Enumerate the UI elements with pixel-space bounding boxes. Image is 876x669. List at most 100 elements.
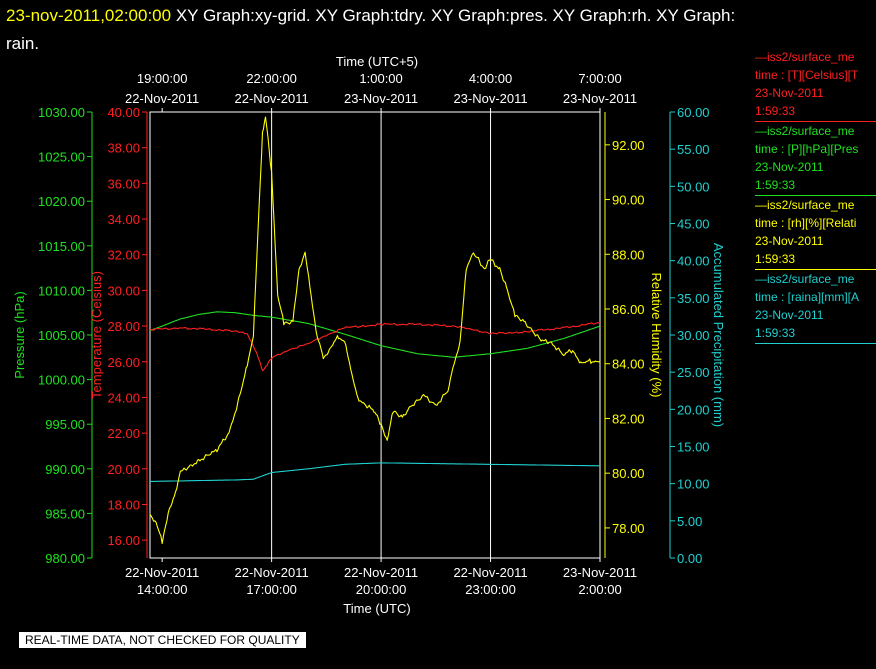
temperature-tick-label: 16.00 [107,533,140,548]
legend-line: 1:59:33 [755,178,796,192]
pressure-tick-label: 1020.00 [38,194,85,209]
temperature-tick-label: 40.00 [107,105,140,120]
legend-line: —iss2/surface_me [755,272,855,286]
x-top-tick-time: 4:00:00 [469,71,512,86]
x-top-tick-date: 22-Nov-2011 [125,91,199,106]
humidity-tick-label: 78.00 [612,521,645,536]
legend-line: 23-Nov-2011 [755,160,824,174]
graph-header: 23-nov-2011,02:00:00 XY Graph:xy-grid. X… [6,2,866,58]
precipitation-tick-label: 25.00 [677,365,710,380]
pressure-tick-label: 980.00 [45,551,85,566]
precipitation-tick-label: 55.00 [677,142,710,157]
x-top-tick-date: 22-Nov-2011 [235,91,309,106]
temperature-tick-label: 20.00 [107,462,140,477]
temperature-tick-label: 36.00 [107,176,140,191]
legend-line: time : [raina][mm][A [755,290,860,304]
quality-disclaimer: REAL-TIME DATA, NOT CHECKED FOR QUALITY [19,632,306,648]
legend-line: 23-Nov-2011 [755,86,824,100]
x-bottom-tick-date: 22-Nov-2011 [235,565,309,580]
legend-line: 23-Nov-2011 [755,308,824,322]
temperature-tick-label: 28.00 [107,319,140,334]
precipitation-tick-label: 30.00 [677,328,710,343]
x-top-tick-time: 7:00:00 [578,71,621,86]
legend-line: time : [P][hPa][Pres [755,142,859,156]
legend-line: —iss2/surface_me [755,124,855,138]
pressure-tick-label: 985.00 [45,506,85,521]
precipitation-tick-label: 35.00 [677,291,710,306]
grid [149,111,601,559]
x-bottom-tick-time: 2:00:00 [578,582,621,597]
x-bottom-tick-time: 17:00:00 [246,582,297,597]
legend: —iss2/surface_me time : [T][Celsius][T 23-… [755,48,876,344]
precipitation-tick-label: 20.00 [677,402,710,417]
legend-line: 1:59:33 [755,104,796,118]
x-top-tick-date: 23-Nov-2011 [563,91,637,106]
x-top-tick-date: 23-Nov-2011 [344,91,418,106]
humidity-series-line [149,116,601,545]
pressure-tick-label: 1025.00 [38,150,85,165]
temperature-tick-label: 32.00 [107,248,140,263]
humidity-tick-label: 86.00 [612,302,645,317]
precipitation-tick-label: 60.00 [677,105,710,120]
series-layer [149,116,601,545]
pressure-tick-label: 1000.00 [38,373,85,388]
pressure-tick-label: 1015.00 [38,239,85,254]
x-top-tick-time: 19:00:00 [137,71,188,86]
temperature-tick-label: 18.00 [107,497,140,512]
pressure-axis-label: Pressure (hPa) [12,291,27,378]
pressure-tick-label: 995.00 [45,417,85,432]
pressure-tick-label: 1030.00 [38,105,85,120]
precipitation-tick-label: 0.00 [677,551,702,566]
precipitation-tick-label: 10.00 [677,477,710,492]
x-top-tick-time: 1:00:00 [359,71,402,86]
x-top-tick-time: 22:00:00 [246,71,297,86]
precipitation-tick-label: 40.00 [677,254,710,269]
legend-line: 23-Nov-2011 [755,234,824,248]
header-title: XY Graph:xy-grid. XY Graph:tdry. XY Grap… [175,6,736,25]
precipitation-series-line [150,462,600,482]
precipitation-tick-label: 50.00 [677,179,710,194]
plot-frame [149,111,601,559]
legend-line: 1:59:33 [755,326,796,340]
header-timestamp: 23-nov-2011,02:00:00 [6,6,172,25]
legend-line: —iss2/surface_me [755,50,855,64]
legend-line: time : [T][Celsius][T [755,68,859,82]
pressure-tick-label: 990.00 [45,462,85,477]
x-bottom-tick-time: 23:00:00 [465,582,516,597]
temperature-series-line [149,321,601,372]
legend-line: time : [rh][%][Relati [755,216,857,230]
x-bottom-tick-date: 22-Nov-2011 [344,565,418,580]
temperature-tick-label: 26.00 [107,355,140,370]
temperature-tick-label: 22.00 [107,426,140,441]
precipitation-tick-label: 5.00 [677,514,702,529]
pressure-tick-label: 1005.00 [38,328,85,343]
x-bottom-tick-date: 22-Nov-2011 [453,565,527,580]
x-bottom-tick-date: 22-Nov-2011 [125,565,199,580]
legend-entry-humidity: —iss2/surface_me time : [rh][%][Relati 23-… [755,196,876,270]
pressure-series-line [149,311,601,358]
humidity-tick-label: 92.00 [612,138,645,153]
x-top-axis-label: Time (UTC+5) [336,54,418,69]
temperature-tick-label: 38.00 [107,141,140,156]
temperature-tick-label: 30.00 [107,283,140,298]
humidity-axis-label: Relative Humidity (%) [649,273,664,398]
precipitation-tick-label: 15.00 [677,440,710,455]
legend-line: 1:59:33 [755,252,796,266]
x-bottom-axis-label: Time (UTC) [343,601,410,616]
x-top-tick-date: 23-Nov-2011 [453,91,527,106]
temperature-tick-label: 34.00 [107,212,140,227]
humidity-tick-label: 88.00 [612,247,645,262]
precipitation-tick-label: 45.00 [677,217,710,232]
x-bottom-tick-time: 14:00:00 [137,582,188,597]
x-bottom-tick-date: 23-Nov-2011 [563,565,637,580]
x-bottom-tick-time: 20:00:00 [356,582,407,597]
pressure-tick-label: 1010.00 [38,283,85,298]
temperature-tick-label: 24.00 [107,390,140,405]
header-title-wrap: rain. [6,34,40,53]
humidity-tick-label: 80.00 [612,466,645,481]
humidity-tick-label: 82.00 [612,411,645,426]
